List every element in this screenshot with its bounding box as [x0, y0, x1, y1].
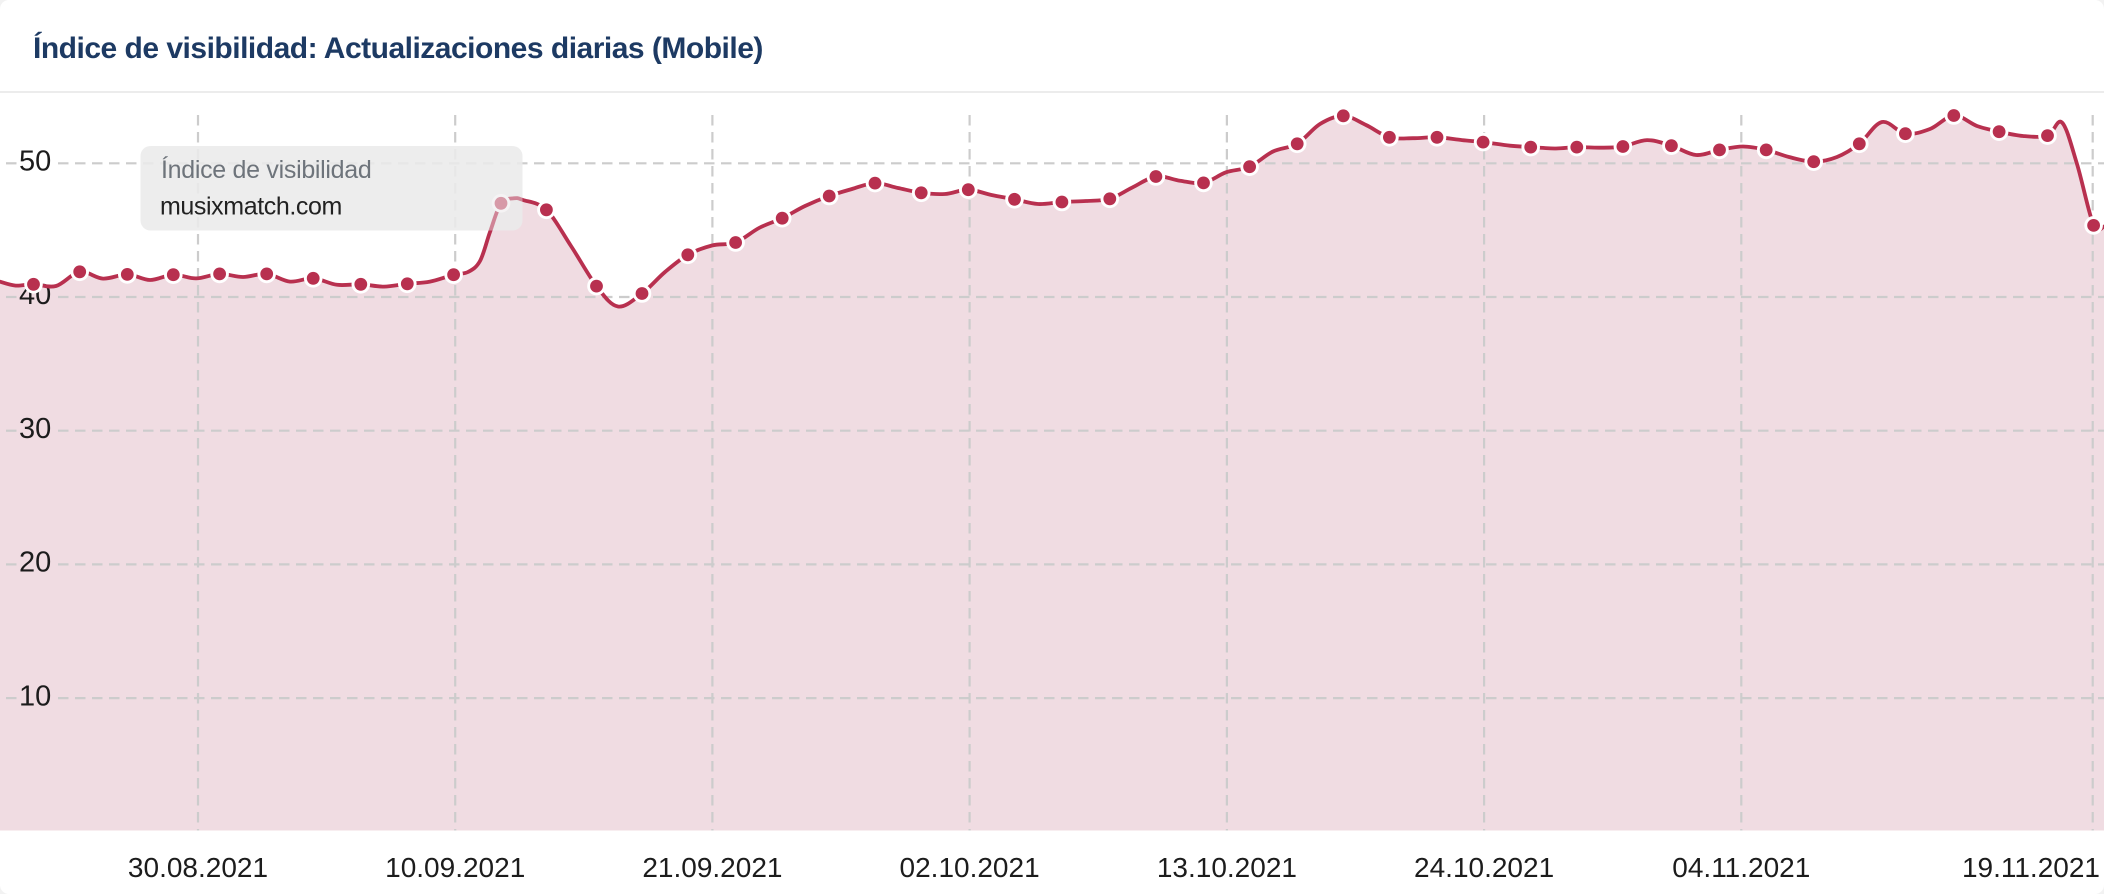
svg-text:Índice de visibilidad: Índice de visibilidad — [161, 155, 372, 184]
svg-text:24.10.2021: 24.10.2021 — [1414, 852, 1554, 883]
svg-text:musixmatch.com: musixmatch.com — [160, 193, 342, 221]
svg-text:20: 20 — [19, 547, 51, 579]
svg-text:02.10.2021: 02.10.2021 — [900, 852, 1040, 883]
svg-text:21.09.2021: 21.09.2021 — [642, 852, 782, 883]
svg-text:19.11.2021: 19.11.2021 — [1962, 852, 2100, 883]
svg-text:13.10.2021: 13.10.2021 — [1157, 852, 1297, 883]
svg-text:30.08.2021: 30.08.2021 — [128, 852, 268, 883]
svg-text:04.11.2021: 04.11.2021 — [1672, 852, 1810, 883]
svg-text:50: 50 — [19, 146, 51, 178]
svg-text:30: 30 — [19, 413, 51, 445]
svg-text:10.09.2021: 10.09.2021 — [385, 852, 525, 883]
svg-text:10: 10 — [19, 680, 51, 712]
